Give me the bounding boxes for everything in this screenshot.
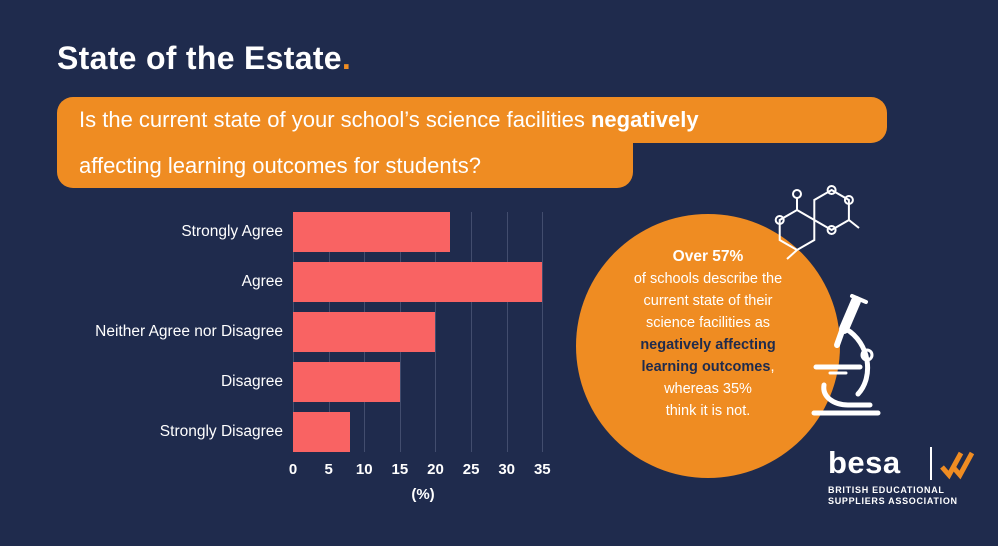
category-label: Strongly Disagree [159, 423, 283, 440]
x-tick-label: 30 [498, 461, 516, 478]
bar-agree [293, 262, 543, 302]
category-label: Disagree [220, 373, 283, 390]
gridline [435, 212, 437, 452]
question-text-bold: negatively [590, 107, 699, 132]
callout-line-emphasis: negatively affecting [640, 337, 776, 353]
callout-circle: Over 57% of schools describe the current… [576, 214, 840, 478]
logo-tagline-line1: BRITISH EDUCATIONAL [828, 485, 945, 495]
question-text: Is the current state of your school’s sc… [79, 107, 591, 132]
x-tick-label: 25 [462, 461, 480, 478]
page-title-period: . [341, 40, 352, 76]
callout-text: Over 57% of schools describe the current… [576, 214, 840, 422]
callout-line: learning outcomes, [576, 356, 840, 378]
molecule-icon [774, 185, 860, 260]
x-tick-label: 5 [324, 461, 333, 478]
besa-logo: besa BRITISH EDUCATIONAL SUPPLIERS ASSOC… [828, 444, 974, 507]
chart-category-labels: Strongly Agree Agree Neither Agree nor Dis… [38, 212, 283, 452]
besa-check-icon [940, 451, 974, 480]
x-tick-label: 15 [391, 461, 409, 478]
callout-line: science facilities as [645, 315, 771, 331]
callout-line: think it is not. [665, 403, 751, 419]
question-banner-line1: Is the current state of your school’s sc… [57, 97, 887, 143]
bar-disagree [293, 362, 400, 402]
bar-neither-agree-nor-disagree [293, 312, 436, 352]
x-tick-label: 20 [427, 461, 444, 478]
callout-punctuation: , [770, 359, 775, 375]
gridline [506, 212, 508, 452]
logo-divider [930, 447, 932, 480]
logo-tagline-line2: SUPPLIERS ASSOCIATION [828, 496, 958, 506]
chart-x-axis-label: (%) [411, 486, 435, 503]
chart-x-axis: 0 5 10 15 20 25 30 35 [289, 461, 573, 481]
callout-line: current state of their [643, 293, 773, 309]
question-banner-line2: affecting learning outcomes for students… [57, 143, 633, 188]
x-tick-label: 35 [533, 461, 551, 478]
besa-wordmark: besa [828, 445, 901, 480]
gridline [542, 212, 544, 452]
microscope-icon [811, 294, 881, 416]
callout-line: of schools describe the [633, 271, 783, 287]
category-label: Agree [241, 273, 283, 290]
callout-line-emphasis: learning outcomes [641, 359, 771, 375]
bar-chart-plot [293, 212, 553, 452]
bar-strongly-agree [293, 212, 450, 252]
page-title-text: State of the Estate [57, 40, 342, 76]
page-title: State of the Estate. [57, 40, 351, 77]
category-label: Strongly Agree [181, 223, 283, 240]
gridline [471, 212, 473, 452]
callout-line: whereas 35% [664, 381, 752, 397]
bar-strongly-disagree [293, 412, 350, 452]
category-label: Neither Agree nor Disagree [95, 323, 283, 340]
callout-lead: Over 57% [672, 248, 744, 265]
x-tick-label: 0 [288, 461, 298, 478]
x-tick-label: 10 [355, 461, 373, 478]
question-banner: Is the current state of your school’s sc… [57, 97, 887, 188]
